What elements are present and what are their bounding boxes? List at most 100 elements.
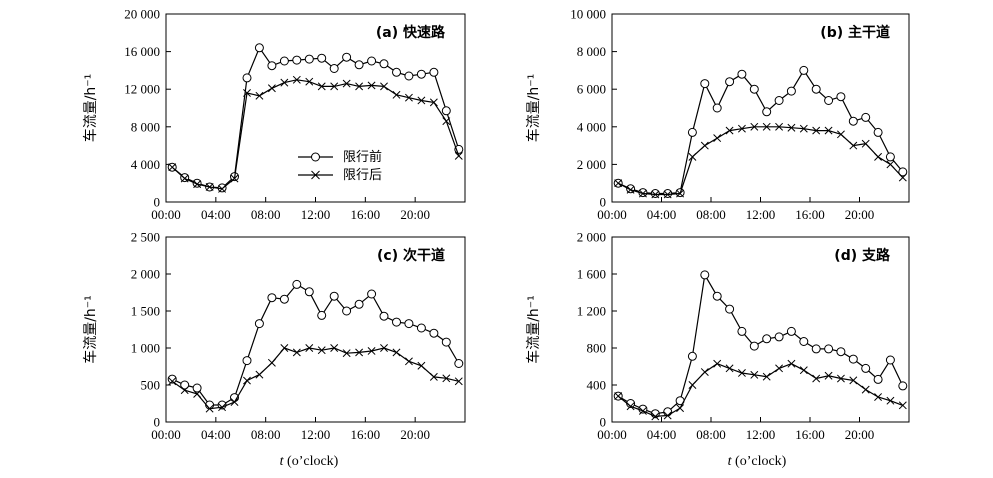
data-point-after: [775, 364, 784, 373]
data-point-after: [168, 377, 177, 386]
data-point-before: [799, 65, 809, 75]
y-tick-label: 2 000: [131, 267, 160, 282]
data-point-before: [454, 359, 464, 368]
x-tick-label: 04:00: [647, 427, 677, 442]
series-line-after: [171, 79, 460, 190]
x-axis-title-left: t (o’clock): [280, 454, 339, 469]
data-point-after: [367, 347, 376, 355]
data-point-after: [787, 359, 796, 368]
y-tick-label: 8 000: [577, 44, 606, 59]
data-point-before: [317, 53, 327, 63]
data-point-after: [442, 117, 451, 126]
data-point-before: [687, 127, 697, 137]
data-point-after: [750, 122, 759, 131]
data-point-after: [812, 126, 821, 135]
data-point-before: [848, 116, 858, 126]
panel-title: (b) 主干道: [820, 24, 890, 41]
data-point-after: [688, 381, 697, 389]
series-line-after: [617, 363, 904, 418]
data-point-after: [404, 357, 413, 366]
y-tick-label: 1 000: [131, 341, 160, 356]
data-point-after: [255, 370, 264, 379]
data-point-before: [354, 299, 364, 309]
data-point-after: [737, 369, 746, 377]
series-line-before: [617, 69, 904, 195]
data-point-after: [824, 126, 833, 135]
x-tick-label: 16:00: [795, 207, 825, 222]
data-point-after: [614, 179, 623, 188]
data-point-after: [342, 79, 351, 88]
data-point-before: [242, 73, 252, 83]
y-tick-label: 16 000: [124, 44, 160, 59]
data-point-before: [774, 96, 784, 105]
y-tick-label: 400: [587, 378, 607, 393]
panel-c-secondary: 0 500 1 000 1 500 2 000 2 500 00:00 04:00 08:00 1…: [82, 230, 466, 442]
data-point-after: [342, 349, 351, 358]
y-tick-label: 0: [154, 415, 161, 430]
x-tick-label: 20:00: [845, 427, 875, 442]
data-point-after: [762, 372, 771, 381]
data-point-after: [292, 75, 301, 84]
data-point-before: [749, 84, 759, 94]
data-point-before: [799, 337, 809, 346]
data-point-before: [786, 86, 796, 96]
data-point-before: [416, 69, 426, 79]
data-point-after: [380, 82, 388, 91]
data-point-before: [650, 189, 660, 198]
data-point-before: [811, 84, 821, 94]
plot-frame: [165, 13, 466, 203]
data-point-after: [614, 392, 623, 401]
data-point-before: [379, 311, 389, 321]
data-point-after: [317, 82, 326, 91]
data-point-before: [848, 354, 858, 364]
plot-frame: [611, 236, 910, 423]
x-tick-label: 16:00: [351, 207, 381, 222]
data-point-before: [811, 344, 821, 354]
data-point-before: [898, 381, 908, 391]
data-point-after: [663, 411, 672, 420]
panel-title: (d) 支路: [834, 247, 891, 264]
data-point-before: [404, 71, 414, 81]
data-point-after: [429, 98, 438, 107]
data-point-before: [404, 319, 414, 329]
data-point-before: [329, 291, 339, 301]
y-tick-label: 4 000: [131, 157, 160, 172]
data-point-after: [205, 183, 214, 191]
data-point-after: [230, 174, 239, 183]
x-axis-title-var: t: [728, 454, 733, 469]
x-tick-label: 12:00: [746, 207, 776, 222]
data-point-after: [305, 77, 314, 86]
data-point-before: [317, 310, 327, 320]
data-point-before: [725, 77, 735, 87]
data-point-before: [687, 351, 697, 361]
x-axis-title-unit: (o’clock): [732, 454, 787, 469]
data-point-before: [416, 323, 426, 333]
x-tick-label: 20:00: [400, 427, 430, 442]
data-point-before: [354, 60, 364, 70]
data-point-after: [861, 139, 870, 148]
data-point-before: [292, 279, 302, 289]
data-point-before: [367, 289, 377, 299]
data-point-before: [242, 356, 252, 366]
plot-frame: [611, 13, 910, 203]
data-point-before: [267, 293, 277, 303]
data-point-after: [442, 374, 451, 383]
y-tick-label: 12 000: [124, 82, 160, 97]
data-point-after: [799, 124, 808, 133]
data-point-before: [749, 341, 759, 351]
data-point-after: [454, 377, 463, 386]
data-point-after: [750, 370, 759, 379]
x-tick-label: 08:00: [696, 207, 726, 222]
x-tick-label: 12:00: [746, 427, 776, 442]
x-axis-title-right: t (o’clock): [728, 454, 787, 469]
y-tick-label: 10 000: [570, 7, 606, 22]
data-point-before: [762, 107, 772, 117]
data-point-before: [737, 69, 747, 79]
series-line-after: [171, 347, 459, 410]
series-line-before: [171, 46, 460, 189]
data-point-after: [836, 130, 845, 139]
data-point-before: [663, 189, 673, 198]
x-tick-label: 16:00: [795, 427, 825, 442]
y-axis-title: 车流量/h⁻¹: [525, 74, 542, 143]
